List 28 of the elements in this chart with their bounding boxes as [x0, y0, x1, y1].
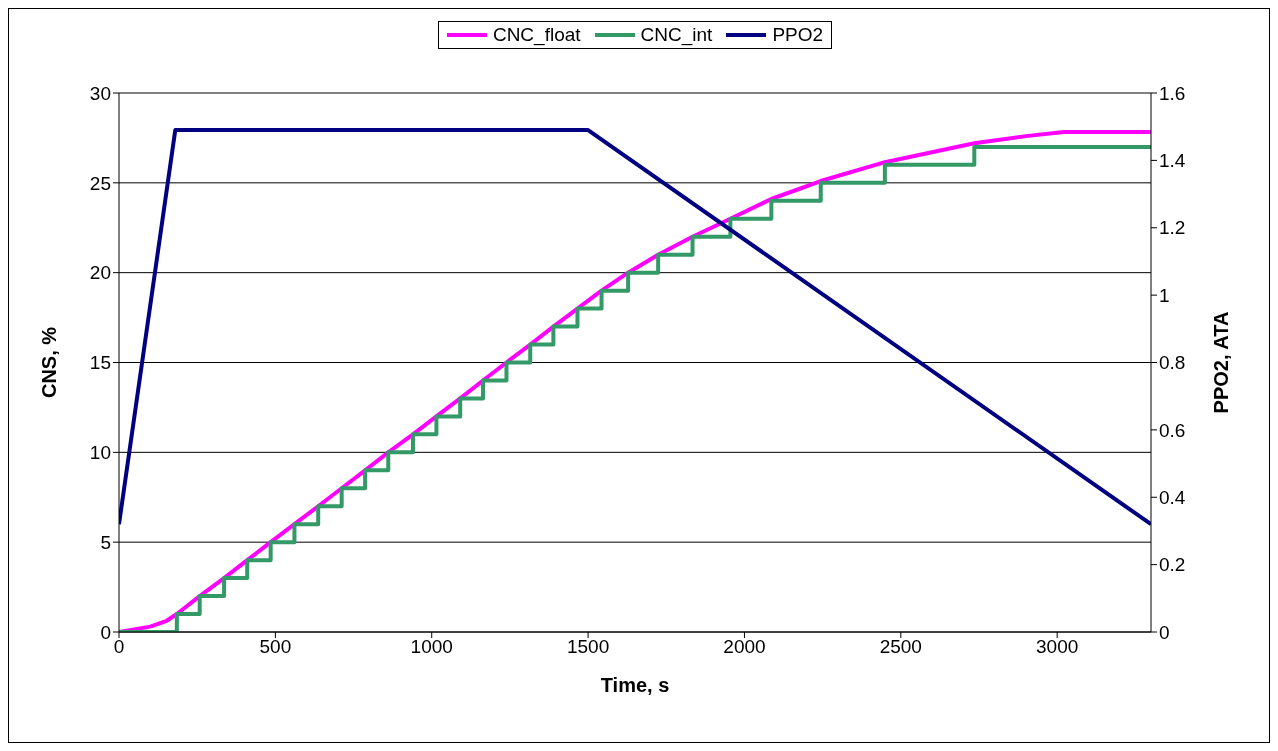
y-tick-label: 0: [100, 621, 111, 643]
y-tick-label: 20: [89, 262, 111, 284]
x-tick-label: 2000: [723, 636, 766, 658]
y2-axis-title: PPO2, ATA: [1210, 311, 1233, 414]
y-tick-label: 25: [89, 172, 111, 194]
y2-tick-label: 1.4: [1159, 150, 1186, 172]
y-tick-label: 30: [89, 82, 111, 104]
y2-tick-label: 0.6: [1159, 419, 1186, 441]
x-tick-label: 1000: [410, 636, 453, 658]
x-tick-label: 500: [259, 636, 292, 658]
x-tick-label: 1500: [566, 636, 610, 658]
y-axis-title: CNS, %: [38, 326, 61, 399]
x-axis-title: Time, s: [600, 674, 670, 696]
y2-tick-label: 1.2: [1159, 217, 1186, 239]
y-tick-label: 15: [89, 352, 111, 374]
x-tick-label: 2500: [879, 636, 922, 658]
legend-label: PPO2: [771, 24, 824, 46]
y2-tick-label: 0.4: [1159, 486, 1186, 508]
legend-label: CNC_int: [639, 24, 713, 46]
y2-tick-label: 1: [1159, 284, 1170, 306]
legend-label: CNC_float: [491, 24, 581, 46]
y-tick-label: 10: [89, 442, 111, 464]
y-tick-label: 5: [100, 531, 111, 553]
x-tick-label: 3000: [1036, 636, 1079, 658]
y2-tick-label: 0.2: [1159, 554, 1186, 576]
y2-tick-label: 1.6: [1159, 82, 1186, 104]
y2-tick-label: 0: [1159, 621, 1170, 643]
y2-tick-label: 0.8: [1159, 352, 1186, 374]
